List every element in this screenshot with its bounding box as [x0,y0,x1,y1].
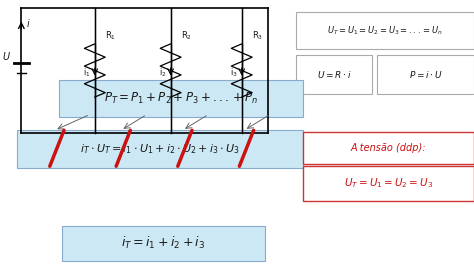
FancyBboxPatch shape [303,132,474,164]
Text: R$_3$: R$_3$ [252,30,264,42]
Text: i$_3$: i$_3$ [230,67,237,79]
FancyBboxPatch shape [296,12,474,49]
Text: $i_T = i_1 + i_2 + i_3$: $i_T = i_1 + i_2 + i_3$ [121,235,206,251]
FancyBboxPatch shape [377,55,474,94]
Text: R$_1$: R$_1$ [105,30,116,42]
Text: i$_2$: i$_2$ [159,67,166,79]
Text: U: U [2,52,9,62]
Text: $U = R \cdot i$: $U = R \cdot i$ [317,69,352,80]
Text: $U_T = U_1 = U_2 = U_3$: $U_T = U_1 = U_2 = U_3$ [344,177,433,190]
Text: $P = i \cdot U$: $P = i \cdot U$ [409,69,442,80]
Text: i: i [27,19,30,29]
FancyBboxPatch shape [296,55,372,94]
FancyBboxPatch shape [62,226,265,261]
Text: i$_1$: i$_1$ [83,67,91,79]
Text: A tensão (ddp):: A tensão (ddp): [351,143,427,153]
Text: $P_T = P_1 + P_2 + P_3 + ... + P_n$: $P_T = P_1 + P_2 + P_3 + ... + P_n$ [104,91,258,106]
Text: $U_T = U_1 = U_2 = U_3 = ... = U_n$: $U_T = U_1 = U_2 = U_3 = ... = U_n$ [327,24,443,37]
Text: $i_T \cdot U_T = i_1 \cdot U_1 + i_2 \cdot U_2 + i_3 \cdot U_3$: $i_T \cdot U_T = i_1 \cdot U_1 + i_2 \cd… [80,142,240,156]
FancyBboxPatch shape [59,80,303,117]
FancyBboxPatch shape [17,130,303,168]
Text: R$_2$: R$_2$ [181,30,192,42]
FancyBboxPatch shape [303,166,474,201]
